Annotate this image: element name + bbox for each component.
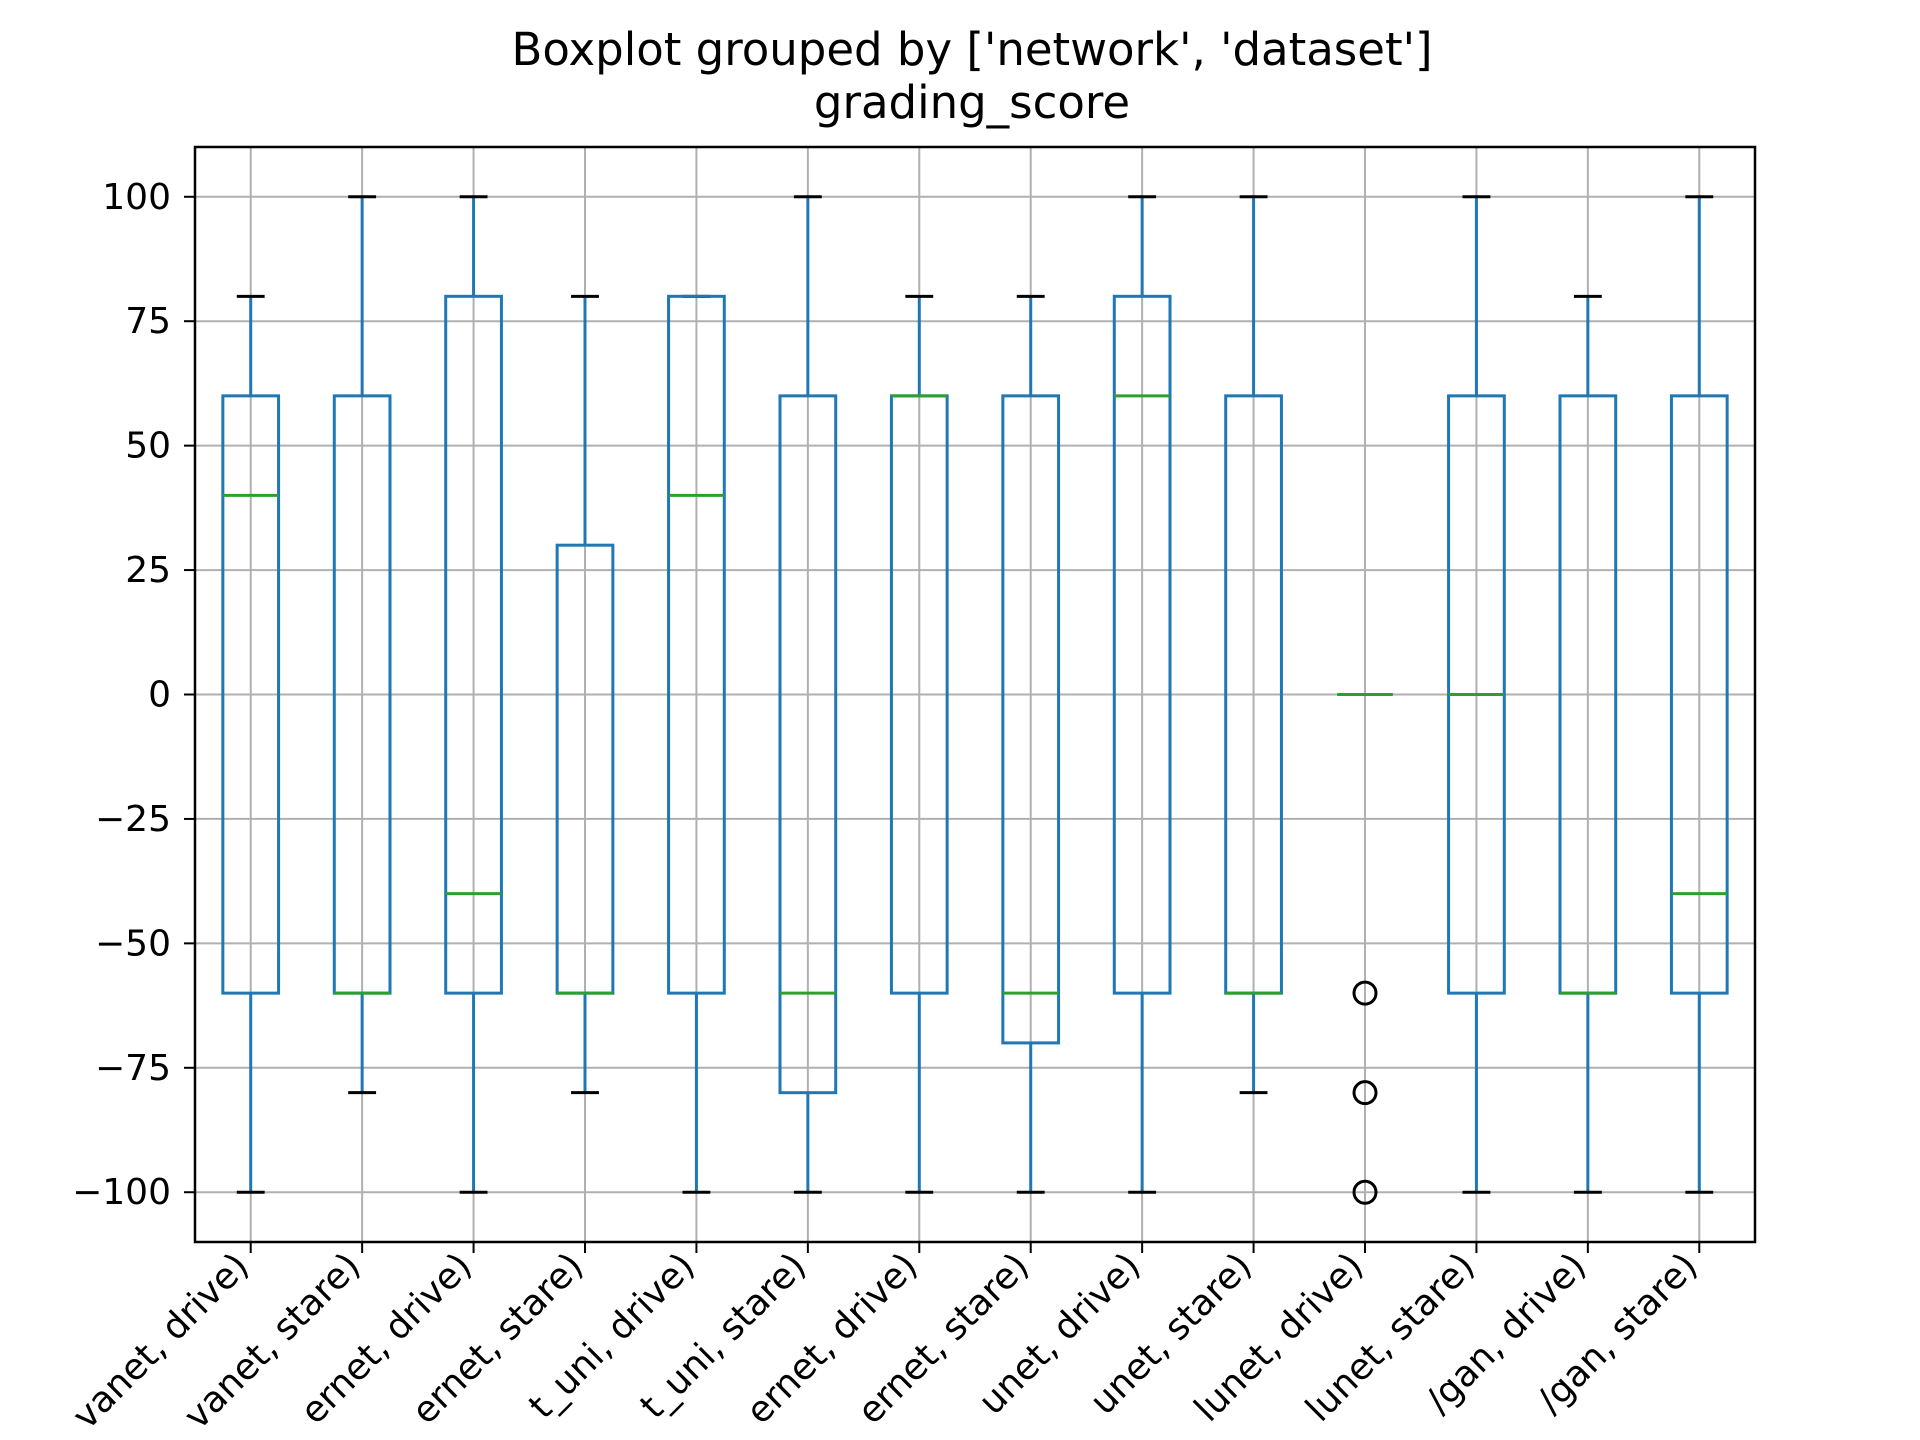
box-iqr bbox=[221, 394, 281, 995]
y-tick-label: −75 bbox=[95, 1048, 171, 1089]
x-axis: vanet, drive)vanet, stare)ernet, drive)e… bbox=[65, 1242, 1706, 1437]
y-tick-label: 25 bbox=[125, 550, 171, 591]
box-iqr bbox=[1112, 294, 1172, 995]
box-group bbox=[1337, 693, 1393, 1205]
box-group bbox=[1112, 195, 1172, 1194]
y-tick-label: 50 bbox=[125, 426, 171, 467]
y-tick-label: −100 bbox=[72, 1172, 171, 1213]
y-axis: 100 75 50 25 0 −25 −50 −75 −100 bbox=[72, 177, 195, 1213]
box-group bbox=[1001, 294, 1061, 1194]
box-group bbox=[555, 294, 615, 1095]
box-iqr bbox=[1001, 394, 1061, 1045]
box-iqr bbox=[667, 294, 726, 995]
y-tick-label: 0 bbox=[148, 675, 171, 716]
box-group bbox=[221, 294, 281, 1194]
flier-point bbox=[1352, 980, 1378, 1006]
y-tick-label: 100 bbox=[102, 177, 171, 218]
box-group bbox=[1669, 195, 1729, 1194]
chart-title: Boxplot grouped by ['network', 'dataset'… bbox=[511, 23, 1432, 76]
box-group bbox=[1558, 294, 1618, 1194]
box-iqr bbox=[444, 294, 503, 995]
box-iqr bbox=[778, 394, 838, 1095]
plot-area-frame bbox=[193, 145, 1757, 1244]
chart-subtitle: grading_score bbox=[814, 76, 1130, 129]
y-tick-label: −50 bbox=[95, 923, 171, 964]
y-tick-label: −25 bbox=[95, 799, 171, 840]
flier-point bbox=[1352, 1179, 1378, 1205]
boxes-layer bbox=[221, 195, 1729, 1205]
box-group bbox=[889, 294, 949, 1194]
box-group bbox=[444, 195, 503, 1194]
y-tick-label: 75 bbox=[125, 301, 171, 342]
box-group bbox=[332, 195, 392, 1095]
box-group bbox=[778, 195, 838, 1194]
grid-lines bbox=[195, 147, 1755, 1242]
flier-point bbox=[1352, 1080, 1378, 1106]
box-group bbox=[1224, 195, 1283, 1095]
box-group bbox=[667, 294, 726, 1194]
box-group bbox=[1447, 195, 1506, 1194]
box-iqr bbox=[1669, 394, 1729, 995]
